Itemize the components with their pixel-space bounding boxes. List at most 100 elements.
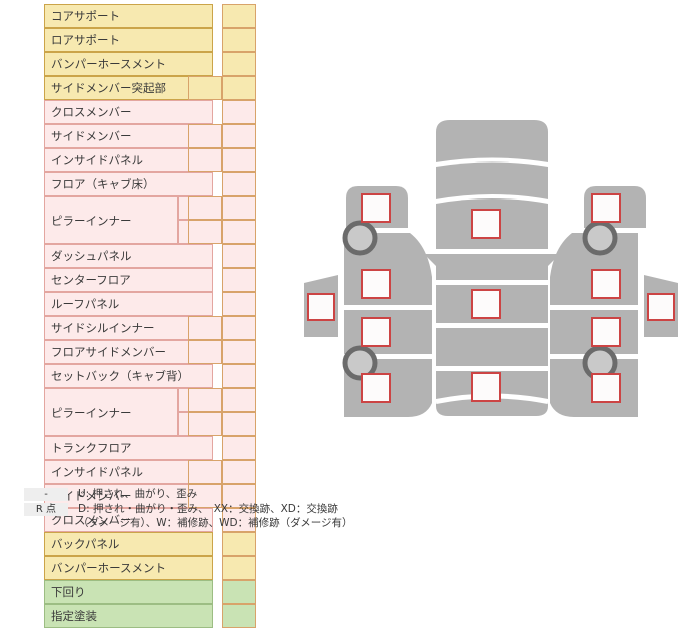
damage-mark-cell[interactable] xyxy=(188,340,222,364)
legend: - U: 押され、曲がり、歪み R 点 D: 押され・曲がり・歪み、 XX：交換… xyxy=(24,487,424,531)
panel-name-cell: ピラーインナー xyxy=(44,196,178,244)
wheel-front-right-icon xyxy=(582,220,618,256)
legend-row-d: R 点 D: 押され・曲がり・歪み、 XX：交換跡、XD：交換跡 xyxy=(24,502,424,517)
table-row: セットバック（キャブ背） xyxy=(44,364,262,388)
vehicle-diagram xyxy=(300,118,692,418)
table-row: サイドメンバー xyxy=(44,484,262,508)
table-row: ダッシュパネル xyxy=(44,244,262,268)
vehicle-diagram-svg xyxy=(304,120,678,417)
damage-mark-cell[interactable] xyxy=(188,220,222,244)
table-row: フロアサイドメンバー xyxy=(44,340,262,364)
wheel-rear-left-icon xyxy=(342,345,378,381)
damage-mark-cell[interactable] xyxy=(222,604,256,628)
panel-name-cell: インサイドパネル xyxy=(44,148,213,172)
damage-mark-cell[interactable] xyxy=(222,172,256,196)
damage-mark-cell[interactable] xyxy=(222,388,256,412)
damage-mark-cell[interactable] xyxy=(222,556,256,580)
legend-text-u: U: 押され、曲がり、歪み xyxy=(78,488,198,500)
panel-name-cell: センターフロア xyxy=(44,268,213,292)
table-row: コアサポート xyxy=(44,4,262,28)
table-row: サイドメンバー突起部 xyxy=(44,76,262,100)
damage-mark-cell[interactable] xyxy=(222,364,256,388)
legend-key-dash: - xyxy=(24,488,68,501)
damage-mark-cell[interactable] xyxy=(222,292,256,316)
panel-name-cell: フロアサイドメンバー xyxy=(44,340,213,364)
panel-name-cell: ダッシュパネル xyxy=(44,244,213,268)
panel-name-cell: サイドメンバー突起部 xyxy=(44,76,213,100)
table-row: ロアサポート xyxy=(44,28,262,52)
panel-name-cell: バンパーホースメント xyxy=(44,556,213,580)
damage-mark-cell[interactable] xyxy=(222,316,256,340)
center-section-shoulder xyxy=(424,254,560,280)
damage-mark-cell[interactable] xyxy=(222,148,256,172)
marker-right-lower[interactable] xyxy=(591,373,621,403)
damage-mark-cell[interactable] xyxy=(222,412,256,436)
panel-name-cell: セットバック（キャブ背） xyxy=(44,364,213,388)
panel-name-cell: トランクフロア xyxy=(44,436,213,460)
damage-mark-cell[interactable] xyxy=(188,124,222,148)
damage-mark-cell[interactable] xyxy=(222,508,256,532)
legend-text-d-continued: （ダメージ有）、W：補修跡、WD：補修跡（ダメージ有） xyxy=(78,517,353,529)
damage-mark-cell[interactable] xyxy=(188,412,222,436)
marker-left-outer[interactable] xyxy=(307,293,335,321)
marker-right-upper[interactable] xyxy=(591,269,621,299)
marker-left-mid[interactable] xyxy=(361,317,391,347)
marker-center-mid[interactable] xyxy=(471,289,501,319)
damage-mark-cell[interactable] xyxy=(222,220,256,244)
damage-mark-cell[interactable] xyxy=(222,52,256,76)
table-row: バックパネル xyxy=(44,532,262,556)
panel-name-cell: クロスメンバー xyxy=(44,508,213,532)
table-row: バンパーホースメント xyxy=(44,52,262,76)
panel-name-cell: ルーフパネル xyxy=(44,292,213,316)
damage-mark-cell[interactable] xyxy=(222,28,256,52)
damage-mark-cell[interactable] xyxy=(222,436,256,460)
table-row: D xyxy=(44,412,262,436)
damage-mark-cell[interactable] xyxy=(222,268,256,292)
marker-right-mid[interactable] xyxy=(591,317,621,347)
marker-center-rear[interactable] xyxy=(471,372,501,402)
panel-name-cell: ピラーインナー xyxy=(44,388,178,436)
table-row: ピラーインナーA xyxy=(44,196,262,244)
panel-inspection-table: コアサポート ロアサポート バンパーホースメント サイドメンバー突起部 クロスメンバーサ… xyxy=(44,4,262,628)
panel-name-cell: バンパーホースメント xyxy=(44,52,213,76)
damage-mark-cell[interactable] xyxy=(222,124,256,148)
damage-mark-cell[interactable] xyxy=(222,4,256,28)
damage-mark-cell[interactable] xyxy=(222,100,256,124)
marker-right-outer[interactable] xyxy=(647,293,675,321)
panel-name-cell: サイドメンバー xyxy=(44,124,213,148)
damage-mark-cell[interactable] xyxy=(188,196,222,220)
damage-mark-cell[interactable] xyxy=(188,148,222,172)
marker-center-front[interactable] xyxy=(471,209,501,239)
divider-center-1 xyxy=(435,157,549,166)
legend-row-u: - U: 押され、曲がり、歪み xyxy=(24,487,424,502)
wheel-front-left-icon xyxy=(342,220,378,256)
damage-mark-cell[interactable] xyxy=(188,316,222,340)
panel-name-cell: 指定塗装 xyxy=(44,604,213,628)
damage-mark-cell[interactable] xyxy=(222,76,256,100)
damage-mark-cell[interactable] xyxy=(222,484,256,508)
table-row: インサイドパネル xyxy=(44,148,262,172)
damage-mark-cell[interactable] xyxy=(222,196,256,220)
marker-left-roof[interactable] xyxy=(361,193,391,223)
damage-mark-cell[interactable] xyxy=(222,244,256,268)
divider-center-2 xyxy=(435,194,549,203)
damage-mark-cell[interactable] xyxy=(188,484,222,508)
damage-mark-cell[interactable] xyxy=(188,460,222,484)
table-row: B xyxy=(44,220,262,244)
damage-mark-cell[interactable] xyxy=(188,388,222,412)
damage-mark-cell[interactable] xyxy=(222,532,256,556)
marker-right-roof[interactable] xyxy=(591,193,621,223)
center-section-rear-2 xyxy=(436,396,548,416)
table-row: トランクフロア xyxy=(44,436,262,460)
table-row: センターフロア xyxy=(44,268,262,292)
damage-mark-cell[interactable] xyxy=(222,580,256,604)
table-row: バンパーホースメント xyxy=(44,556,262,580)
damage-mark-cell[interactable] xyxy=(222,340,256,364)
marker-left-lower[interactable] xyxy=(361,373,391,403)
panel-name-cell: コアサポート xyxy=(44,4,213,28)
damage-mark-cell[interactable] xyxy=(188,76,222,100)
damage-mark-cell[interactable] xyxy=(222,460,256,484)
marker-left-upper[interactable] xyxy=(361,269,391,299)
wheel-indicators xyxy=(342,220,618,381)
table-row: クロスメンバー xyxy=(44,100,262,124)
